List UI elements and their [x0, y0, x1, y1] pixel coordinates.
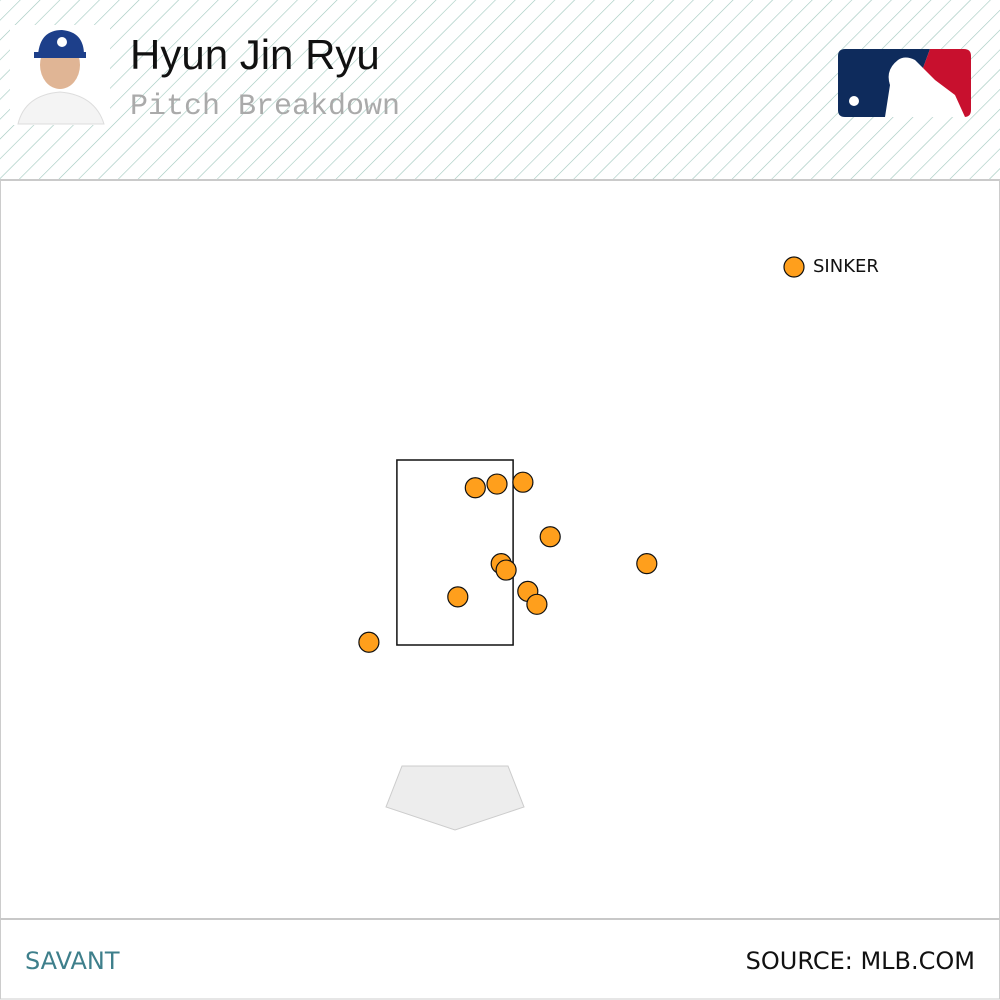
pitch-dot [636, 552, 658, 575]
header-pattern [0, 0, 1000, 180]
pitch-dot [486, 473, 508, 495]
mlb-logo [838, 49, 971, 117]
pitch-dot [447, 586, 469, 608]
footer-left: SAVANT [25, 947, 120, 975]
home-plate [385, 765, 525, 831]
player-photo [10, 25, 110, 125]
pitch-dot [495, 559, 517, 581]
pitch-dot [526, 593, 548, 615]
strike-zone [396, 459, 514, 646]
pitch-dot [464, 477, 486, 499]
pitch-dot [539, 526, 561, 548]
pitch-dot [358, 631, 380, 653]
legend-label: SINKER [813, 256, 879, 277]
subtitle: Pitch Breakdown [130, 90, 400, 124]
footer-right: SOURCE: MLB.COM [746, 947, 975, 975]
pitch-dot [512, 471, 534, 493]
frame [0, 179, 1000, 1000]
title: Hyun Jin Ryu [130, 31, 380, 78]
legend-swatch [783, 256, 805, 278]
